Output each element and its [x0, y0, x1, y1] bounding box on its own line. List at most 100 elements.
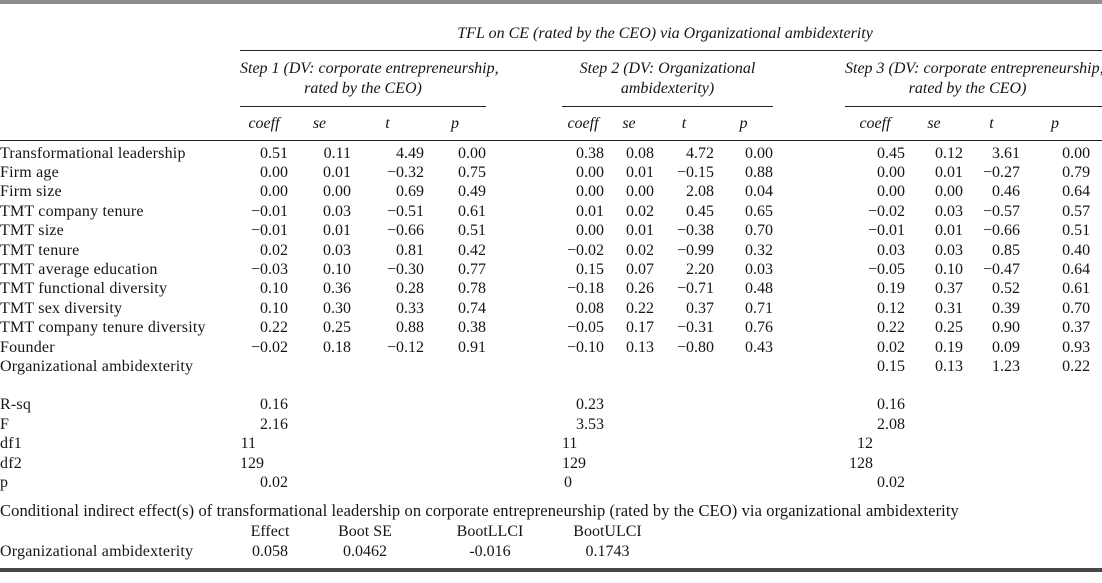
value-cell: 0.51	[260, 144, 288, 162]
value-cell: 0.22	[1062, 357, 1091, 375]
value-cell: 0.00	[576, 163, 604, 181]
value-cell: −0.66	[386, 222, 424, 240]
value-cell: 3.61	[992, 144, 1020, 162]
value-cell: 0.02	[260, 241, 288, 259]
value-cell: 0.45	[877, 144, 905, 162]
boot-se-value: 0.0462	[343, 543, 387, 561]
value-cell: 0.07	[626, 260, 654, 278]
value-cell: 0.18	[323, 338, 351, 356]
table-row: TMT company tenure −0.01 0.03 −0.51 0.61 0.01…	[0, 202, 1102, 221]
stat-label: df1	[0, 435, 22, 453]
empty-cell	[351, 454, 424, 473]
value-cell: 0.76	[745, 319, 773, 337]
value-cell: 0.77	[458, 260, 486, 278]
empty-cell	[288, 415, 351, 434]
empty-cell	[963, 434, 1020, 453]
table-row: TMT sex diversity 0.10 0.30 0.33 0.74 0.08 0.2…	[0, 299, 1102, 318]
value-cell: 0.88	[745, 163, 773, 181]
value-cell: −0.27	[982, 163, 1020, 181]
value-cell: 0.38	[576, 144, 604, 162]
column-header-p: p	[424, 106, 486, 141]
row-label: Transformational leadership	[0, 144, 186, 162]
empty-cell	[963, 454, 1020, 473]
column-gap	[773, 395, 845, 414]
value-cell: 0.74	[458, 299, 486, 317]
empty-cell	[1020, 434, 1102, 453]
value-cell: 0.61	[458, 202, 486, 220]
top-double-rule	[0, 0, 1102, 4]
value-cell: −0.71	[676, 280, 714, 298]
value-cell: −0.10	[566, 338, 604, 356]
value-cell: −0.02	[566, 241, 604, 259]
column-gap	[773, 279, 845, 298]
value-cell: 0.61	[1062, 280, 1091, 298]
value-cell: 1.23	[992, 357, 1020, 375]
value-cell: 0.48	[745, 280, 773, 298]
value-cell: 0.10	[935, 260, 963, 278]
empty-cell	[288, 473, 351, 492]
value-cell: 0.70	[1062, 299, 1091, 317]
value-cell: 0.01	[323, 222, 351, 240]
column-gap	[486, 50, 562, 106]
conditional-effect-caption: Conditional indirect effect(s) of transf…	[0, 501, 959, 521]
predictor-rows: Transformational leadership 0.51 0.11 4.49 0…	[0, 140, 1102, 376]
boot-ulci-header: BootULCI	[573, 523, 642, 541]
value-cell: −0.80	[676, 338, 714, 356]
column-gap	[486, 260, 562, 279]
value-cell: 0.81	[396, 241, 424, 259]
value-cell: 0.28	[396, 280, 424, 298]
stat-value: 0	[564, 474, 572, 491]
empty-cell	[0, 522, 240, 542]
empty-cell	[351, 434, 424, 453]
stat-label: df2	[0, 454, 22, 472]
stat-row: F 2.16 3.53 2.08	[0, 415, 1102, 434]
empty-corner-cell	[0, 4, 240, 50]
column-gap	[773, 163, 845, 182]
value-cell: 2.20	[686, 260, 714, 278]
row-label: TMT sex diversity	[0, 299, 123, 317]
empty-cell	[714, 473, 773, 492]
empty-cell	[424, 434, 486, 453]
value-cell: 0.45	[686, 202, 714, 220]
effect-value: 0.058	[252, 543, 288, 561]
value-cell: 0.37	[935, 280, 963, 298]
column-gap	[486, 202, 562, 221]
value-cell: 0.78	[458, 280, 486, 298]
value-cell: 0.64	[1062, 183, 1091, 201]
value-cell: 0.15	[576, 260, 604, 278]
table-title: TFL on CE (rated by the CEO) via Organiz…	[240, 4, 1102, 51]
value-cell: 0.91	[458, 338, 486, 356]
value-cell: 0.19	[935, 338, 963, 356]
empty-cell	[714, 415, 773, 434]
value-cell: 0.03	[745, 260, 773, 278]
value-cell: 0.79	[1062, 163, 1091, 181]
value-cell	[424, 357, 486, 376]
table-row: TMT company tenure diversity 0.22 0.25 0.88…	[0, 318, 1102, 337]
value-cell: 0.69	[396, 183, 424, 201]
value-cell: 0.00	[576, 222, 604, 240]
value-cell: 0.09	[992, 338, 1020, 356]
value-cell: 0.39	[992, 299, 1020, 317]
value-cell: −0.47	[982, 260, 1020, 278]
stat-row: df2 129 129 128	[0, 454, 1102, 473]
empty-cell	[424, 454, 486, 473]
row-label: TMT company tenure	[0, 202, 144, 220]
value-cell: 0.37	[1062, 319, 1091, 337]
column-gap	[773, 182, 845, 201]
value-cell	[351, 357, 424, 376]
table-row: Transformational leadership 0.51 0.11 4.49 0…	[0, 140, 1102, 163]
column-header-se: se	[288, 106, 351, 141]
value-cell: 0.01	[323, 163, 351, 181]
stat-row: R-sq 0.16 0.23 0.16	[0, 395, 1102, 414]
empty-cell	[424, 415, 486, 434]
value-cell: 0.01	[935, 163, 963, 181]
value-cell: 0.51	[458, 222, 486, 240]
value-cell: 0.36	[323, 280, 351, 298]
boot-llci-value: -0.016	[469, 543, 511, 561]
value-cell: 0.52	[992, 280, 1020, 298]
value-cell: −0.01	[250, 222, 288, 240]
empty-cell	[288, 395, 351, 414]
title-row: TFL on CE (rated by the CEO) via Organiz…	[0, 4, 1102, 51]
value-cell: 0.51	[1062, 222, 1091, 240]
value-cell: 0.85	[992, 241, 1020, 259]
